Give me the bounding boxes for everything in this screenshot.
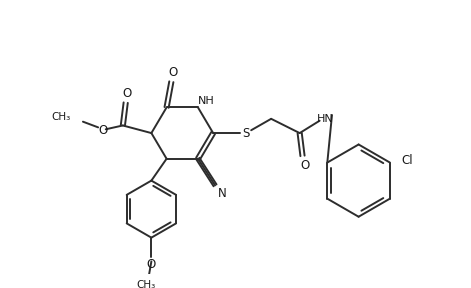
Text: O: O	[98, 124, 107, 137]
Text: O: O	[147, 258, 156, 271]
Text: O: O	[169, 66, 178, 79]
Text: O: O	[122, 87, 131, 100]
Text: HN: HN	[317, 114, 333, 124]
Text: Cl: Cl	[401, 154, 413, 167]
Text: NH: NH	[198, 96, 215, 106]
Text: CH₃: CH₃	[51, 112, 71, 122]
Text: N: N	[218, 187, 227, 200]
Text: CH₃: CH₃	[136, 280, 155, 288]
Text: S: S	[242, 127, 249, 140]
Text: O: O	[301, 159, 310, 172]
